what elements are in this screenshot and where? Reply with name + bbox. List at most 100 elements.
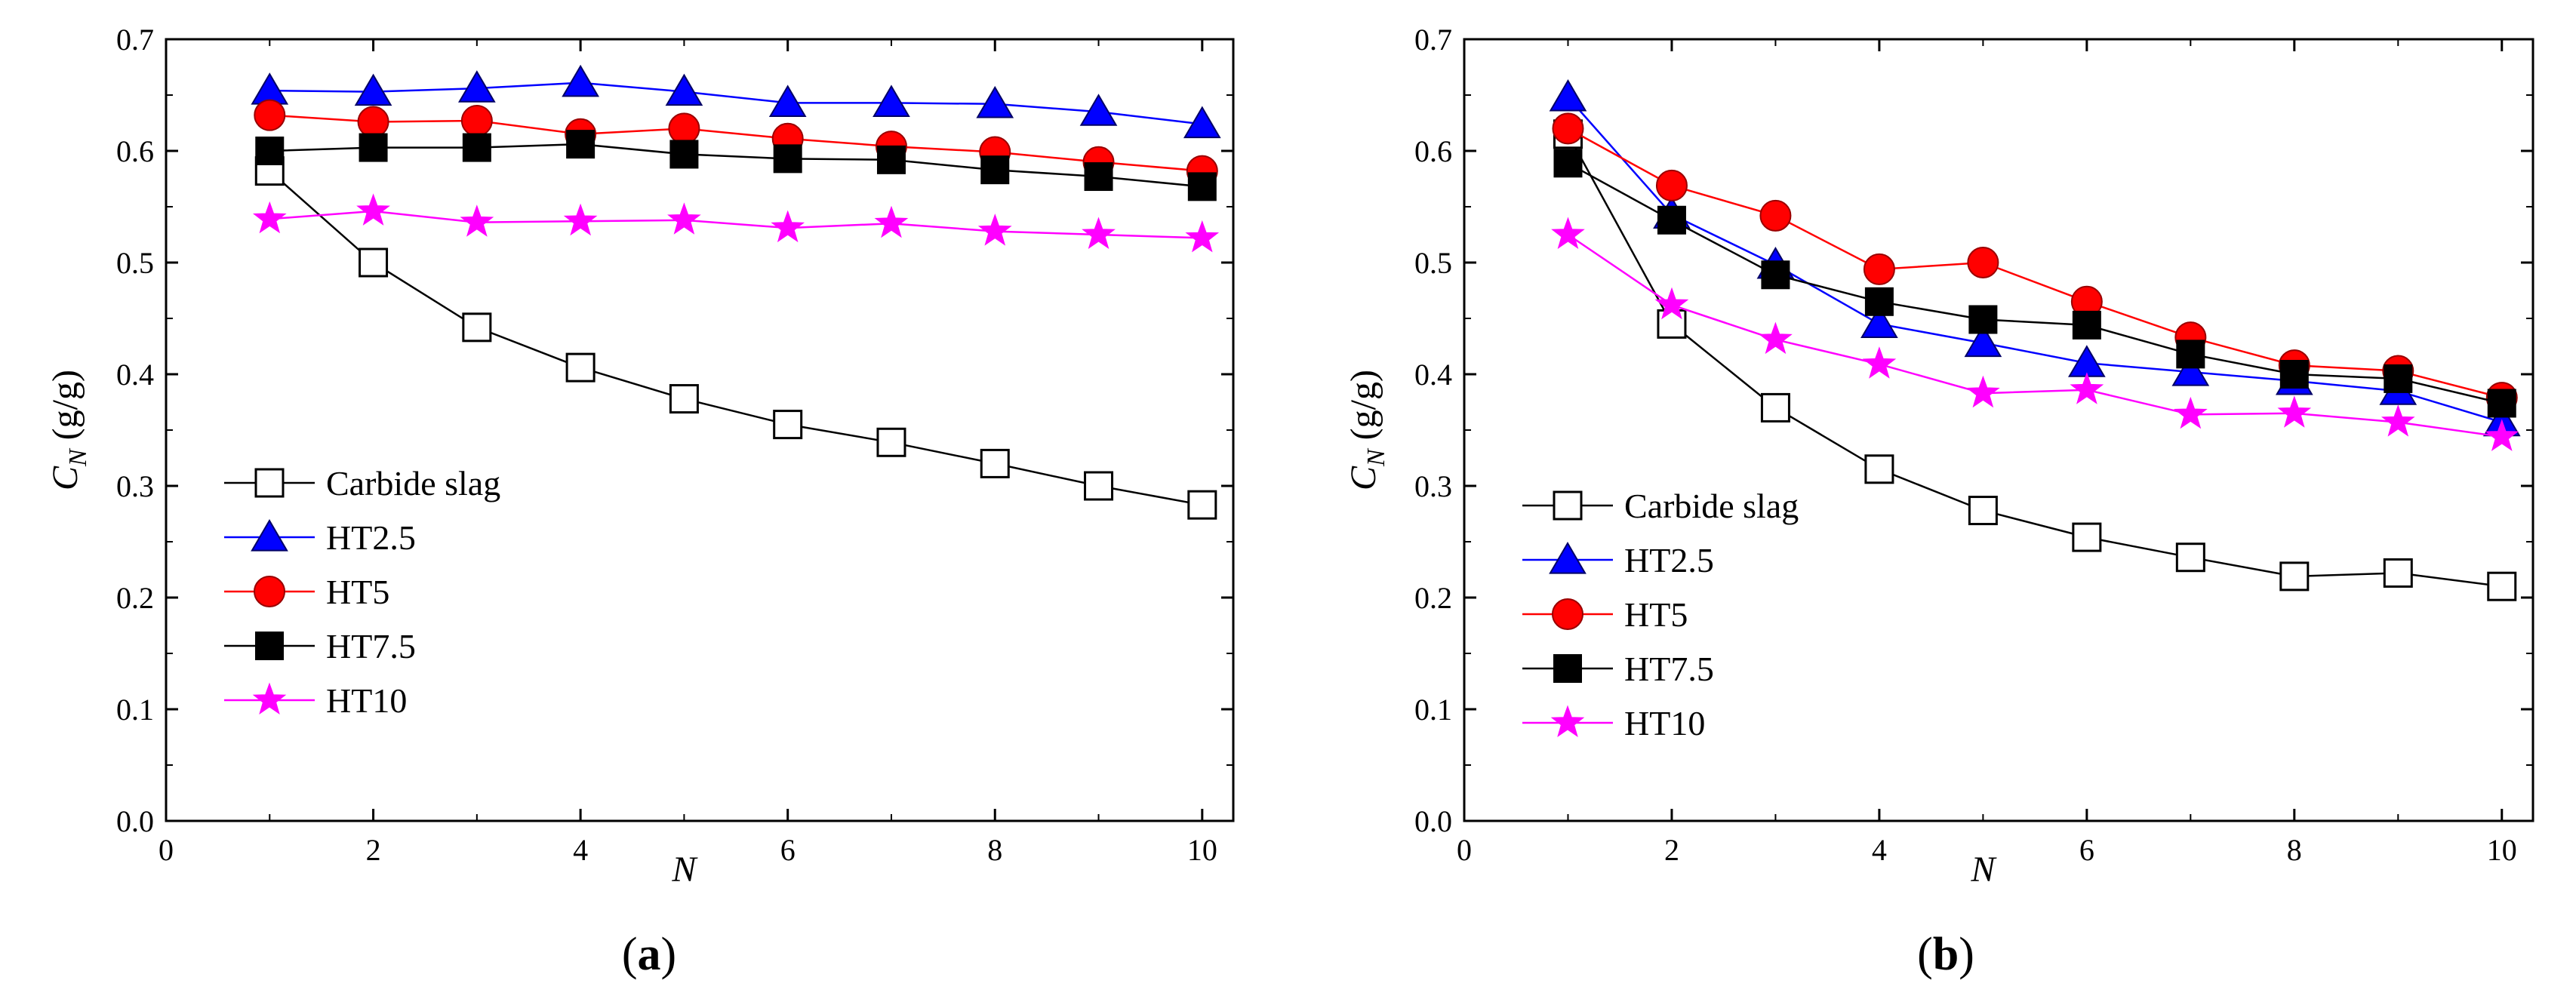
panel-label-close: ) bbox=[1959, 929, 1974, 980]
y-tick-label: 0.6 bbox=[1414, 134, 1452, 168]
data-point bbox=[2176, 340, 2205, 369]
data-point bbox=[458, 70, 496, 103]
legend-entry: HT5 bbox=[1522, 595, 1688, 634]
series-line bbox=[1567, 162, 2503, 404]
data-point bbox=[1082, 217, 1116, 250]
data-point bbox=[2171, 354, 2210, 386]
data-point bbox=[2173, 396, 2208, 429]
legend-label: HT7.5 bbox=[1624, 650, 1714, 688]
panel-label-open: ( bbox=[622, 929, 638, 980]
y-axis-title-unit: (g/g) bbox=[1343, 370, 1383, 449]
data-point bbox=[874, 205, 909, 238]
data-point bbox=[1761, 260, 1790, 290]
y-tick-label: 0.3 bbox=[116, 469, 154, 503]
series-line bbox=[1567, 128, 2503, 399]
y-tick-label: 0.2 bbox=[1414, 581, 1452, 615]
legend-marker bbox=[1552, 598, 1583, 630]
data-point bbox=[1760, 392, 1790, 423]
data-point bbox=[1079, 94, 1118, 126]
data-point bbox=[1655, 169, 1688, 201]
legend-marker bbox=[251, 519, 288, 552]
data-point bbox=[359, 247, 389, 278]
legend-marker bbox=[1553, 654, 1582, 683]
y-tick-label: 0.2 bbox=[116, 581, 154, 615]
series-line bbox=[269, 143, 1202, 188]
legend-marker bbox=[252, 682, 287, 715]
series-line bbox=[1567, 97, 2503, 423]
y-tick-label: 0.5 bbox=[1414, 246, 1452, 280]
legend-entry: Carbide slag bbox=[1522, 487, 1799, 525]
series-line bbox=[269, 210, 1202, 239]
data-point bbox=[2279, 360, 2309, 389]
legend-marker bbox=[254, 468, 285, 498]
series-ht2-5 bbox=[1549, 78, 2521, 437]
series-ht7-5 bbox=[1553, 149, 2516, 418]
data-point bbox=[2487, 389, 2516, 418]
x-tick-label: 6 bbox=[780, 833, 796, 867]
data-point bbox=[668, 112, 700, 145]
y-tick-label: 0.0 bbox=[1414, 804, 1452, 838]
legend-entry: HT7.5 bbox=[224, 627, 416, 665]
x-tick-label: 8 bbox=[2287, 833, 2302, 867]
data-point bbox=[876, 427, 906, 457]
panel-label-letter: b bbox=[1933, 929, 1959, 980]
data-point bbox=[1964, 324, 2002, 358]
legend-entry: Carbide slag bbox=[224, 464, 500, 502]
data-point bbox=[768, 85, 807, 117]
data-point bbox=[1552, 112, 1584, 145]
y-axis-title-main: C bbox=[1343, 466, 1383, 490]
data-point bbox=[1553, 149, 1583, 178]
data-point bbox=[2072, 310, 2101, 340]
data-point bbox=[2175, 542, 2205, 573]
panel-label-close: ) bbox=[661, 929, 677, 980]
x-tick-label: 2 bbox=[366, 833, 381, 867]
series-ht10 bbox=[1551, 217, 2519, 451]
y-tick-label: 0.0 bbox=[116, 804, 154, 838]
legend-label: HT5 bbox=[1624, 595, 1688, 634]
x-tick-label: 10 bbox=[1187, 833, 1217, 867]
data-point bbox=[563, 203, 598, 236]
series-line bbox=[1567, 134, 2502, 588]
x-tick-label: 6 bbox=[2079, 833, 2094, 867]
legend-marker bbox=[1549, 542, 1587, 574]
y-tick-label: 0.4 bbox=[1414, 358, 1452, 392]
data-point bbox=[1187, 172, 1217, 201]
data-point bbox=[462, 133, 491, 162]
series-ht2-5 bbox=[251, 64, 1221, 139]
data-point bbox=[2384, 364, 2413, 393]
data-point bbox=[2487, 571, 2517, 601]
data-point bbox=[1967, 247, 1999, 278]
data-point bbox=[462, 312, 492, 343]
y-axis-title-main: C bbox=[45, 466, 85, 490]
data-point bbox=[980, 448, 1010, 478]
series-line bbox=[269, 81, 1202, 125]
data-point bbox=[254, 99, 286, 131]
panel-label-letter: a bbox=[638, 929, 661, 980]
data-point bbox=[1968, 496, 1998, 526]
data-point bbox=[669, 140, 699, 169]
data-point bbox=[253, 201, 287, 234]
y-tick-label: 0.1 bbox=[116, 693, 154, 727]
data-point bbox=[1657, 205, 1686, 235]
y-axis-title: CN (g/g) bbox=[1343, 370, 1390, 490]
data-point bbox=[2279, 561, 2310, 592]
data-point bbox=[976, 85, 1014, 118]
data-point bbox=[566, 130, 596, 159]
data-point bbox=[1549, 78, 1587, 112]
data-point bbox=[1968, 305, 1998, 334]
data-point bbox=[1863, 253, 1895, 285]
y-axis-title-unit: (g/g) bbox=[45, 370, 85, 449]
data-point bbox=[2277, 395, 2312, 428]
data-point bbox=[357, 106, 389, 138]
series-ht7-5 bbox=[255, 130, 1217, 201]
legend-label: Carbide slag bbox=[326, 464, 500, 502]
x-tick-label: 0 bbox=[1457, 833, 1472, 867]
y-tick-label: 0.3 bbox=[1414, 469, 1452, 503]
x-tick-label: 4 bbox=[573, 833, 588, 867]
y-axis-title-sub: N bbox=[64, 447, 92, 467]
panel-label: (b) bbox=[1917, 929, 1974, 980]
legend-entry: HT5 bbox=[224, 573, 389, 611]
data-point bbox=[562, 64, 599, 97]
data-point bbox=[1654, 287, 1689, 320]
